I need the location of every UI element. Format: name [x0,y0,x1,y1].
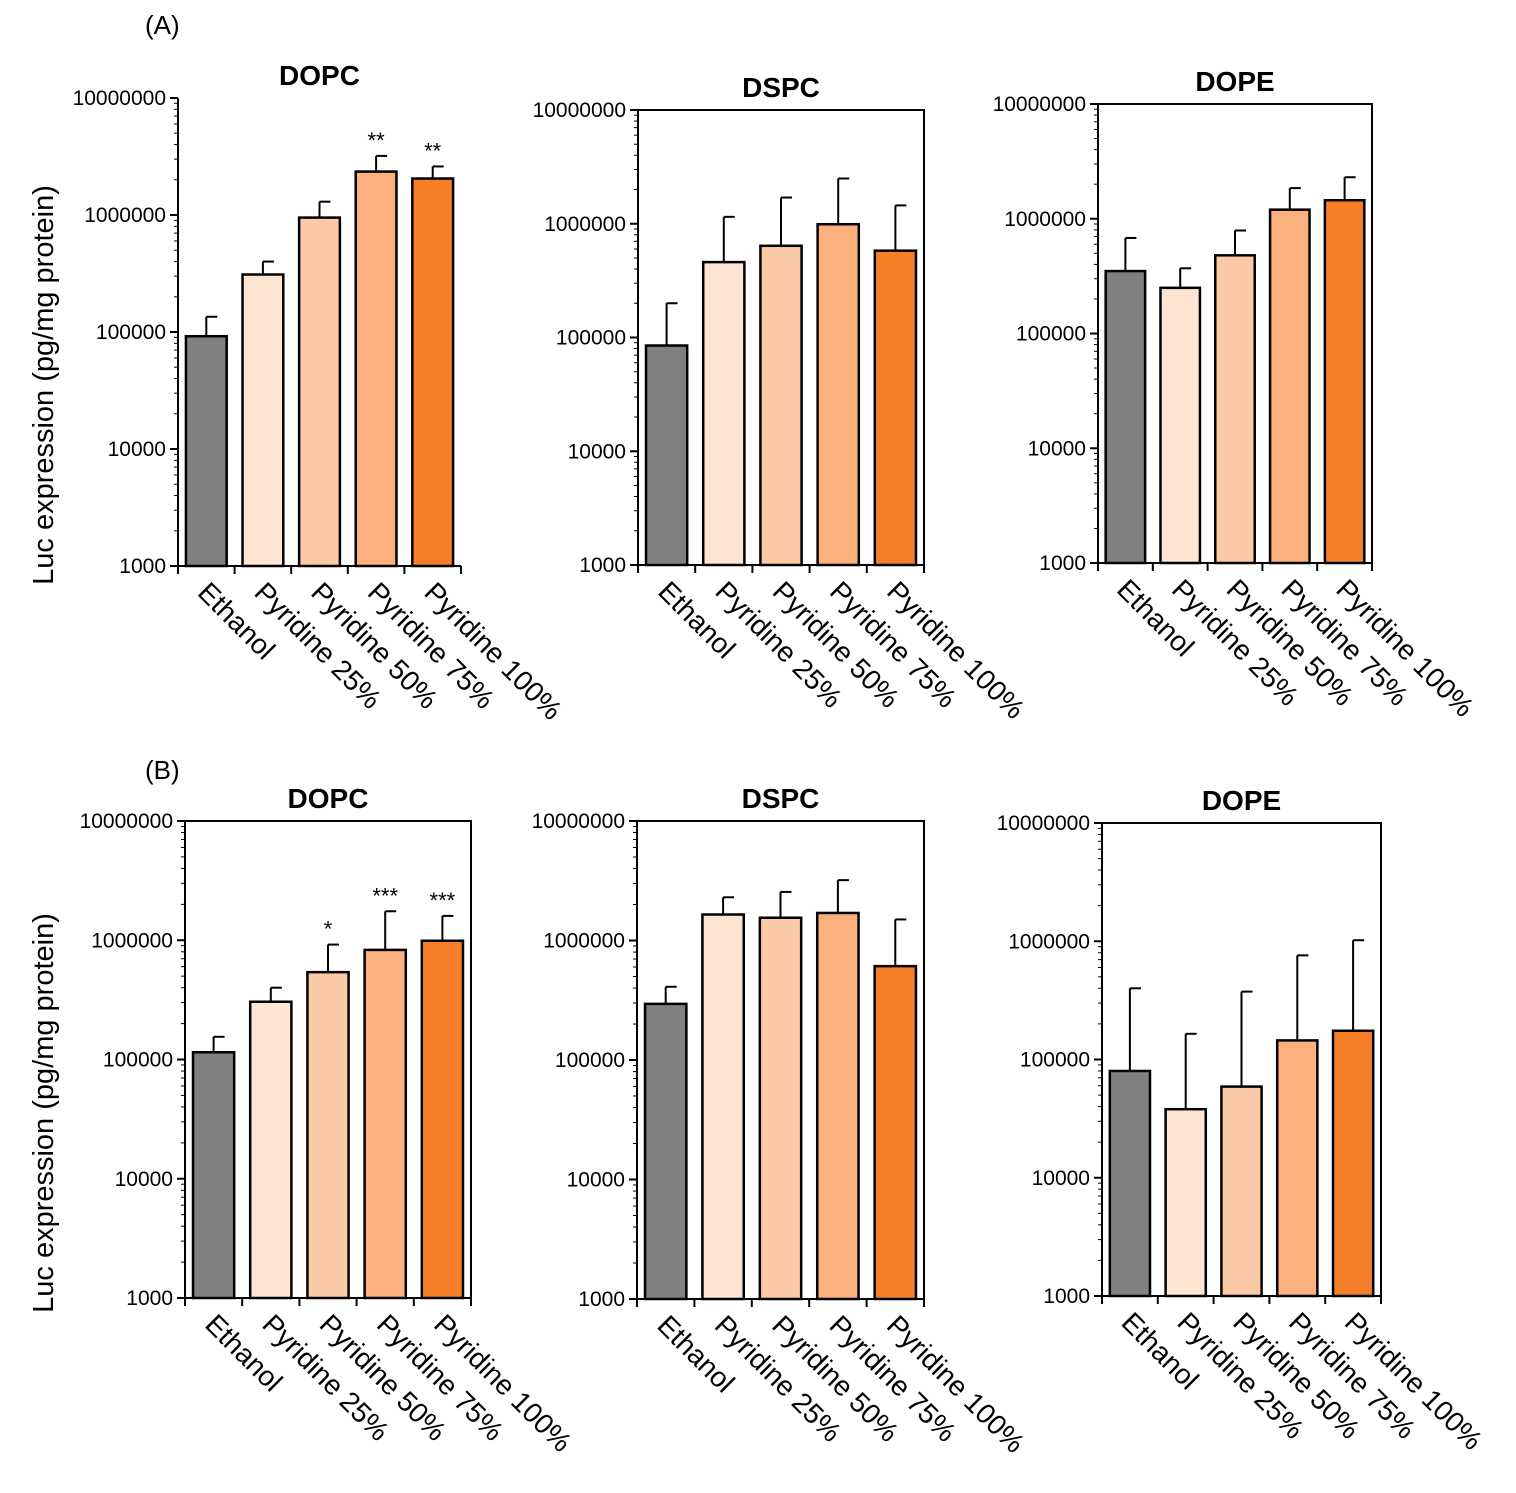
y-tick-label: 1000000 [544,213,626,236]
significance-marker: * [324,917,333,942]
y-tick-label: 1000000 [1004,208,1086,231]
panel-a-label: (A) [145,10,180,40]
bar [184,334,228,568]
bar [354,170,398,568]
bar [420,939,465,1300]
bar [1268,208,1311,565]
bar [248,1000,293,1300]
panel-b-y-axis-label: Luc expression (pg/mg protein) [28,913,60,1313]
bar [873,249,918,567]
chart-dope-a: DOPE100010000100000100000010000000Ethano… [993,66,1480,723]
significance-marker: *** [372,883,398,908]
y-tick-label: 10000000 [993,93,1086,116]
bar [701,913,746,1301]
y-tick-label: 10000000 [532,810,625,833]
y-tick-label: 10000 [1032,1167,1090,1190]
chart-title: DOPC [279,60,360,91]
bar [758,916,803,1301]
y-tick-label: 1000 [1043,1285,1090,1308]
y-tick-label: 10000000 [80,810,173,833]
chart-dopc-a: DOPC100010000100000100000010000000Ethano… [73,60,568,726]
bar [1331,1029,1375,1298]
bar [191,1051,236,1300]
chart-dspc-b: DSPC100010000100000100000010000000Ethano… [532,783,1031,1459]
bar [363,948,408,1300]
bar [1108,1069,1152,1298]
bar [1220,1085,1263,1298]
chart-title: DSPC [742,72,820,103]
bar [241,273,285,568]
significance-marker: ** [368,128,386,153]
chart-title: DOPC [288,783,369,814]
y-tick-label: 10000 [115,1168,173,1191]
bar [815,911,860,1301]
bar [701,260,746,567]
y-tick-label: 1000 [579,554,626,577]
y-tick-label: 100000 [1020,1049,1090,1072]
panel-b-label: (B) [145,755,180,785]
y-tick-label: 1000000 [84,204,166,227]
y-tick-label: 10000000 [533,99,626,122]
significance-marker: *** [430,888,456,913]
y-tick-label: 1000000 [91,929,173,952]
chart-dopc-b: DOPC100010000100000100000010000000Ethano… [80,783,578,1458]
significance-marker: ** [424,138,442,163]
y-tick-label: 1000 [578,1288,625,1311]
y-tick-label: 1000000 [1008,930,1090,953]
bar [1323,198,1366,565]
bar [297,216,342,568]
bar [644,344,689,567]
bar [411,177,455,568]
y-tick-label: 10000000 [73,87,166,110]
y-tick-label: 100000 [103,1049,173,1072]
bar [1164,1107,1208,1298]
bar [643,1002,688,1301]
y-tick-label: 100000 [96,321,166,344]
y-tick-label: 10000 [568,440,626,463]
y-tick-label: 10000000 [997,812,1090,835]
bar [306,970,350,1300]
panel-a-y-axis-label: Luc expression (pg/mg protein) [28,185,60,585]
chart-title: DOPE [1202,785,1281,816]
chart-dspc-a: DSPC100010000100000100000010000000Ethano… [533,72,1031,725]
y-tick-label: 1000000 [543,930,625,953]
chart-title: DOPE [1195,66,1274,97]
y-tick-label: 100000 [1016,323,1086,346]
bar [873,964,918,1301]
bar [1214,254,1256,565]
y-tick-label: 1000 [126,1287,173,1310]
y-tick-label: 10000 [108,438,166,461]
charts-layer: DOPC100010000100000100000010000000Ethano… [73,60,1489,1459]
bar [1275,1039,1319,1298]
chart-dope-b: DOPE100010000100000100000010000000Ethano… [997,785,1489,1456]
y-tick-label: 1000 [1039,552,1086,575]
chart-title: DSPC [742,783,820,814]
y-tick-label: 1000 [119,555,166,578]
y-tick-label: 100000 [556,327,626,350]
bar [1159,286,1202,565]
y-tick-label: 100000 [555,1049,625,1072]
bar [816,222,861,567]
y-tick-label: 10000 [1028,437,1086,460]
y-tick-label: 10000 [567,1169,625,1192]
bar [759,244,803,567]
bar [1104,269,1147,565]
